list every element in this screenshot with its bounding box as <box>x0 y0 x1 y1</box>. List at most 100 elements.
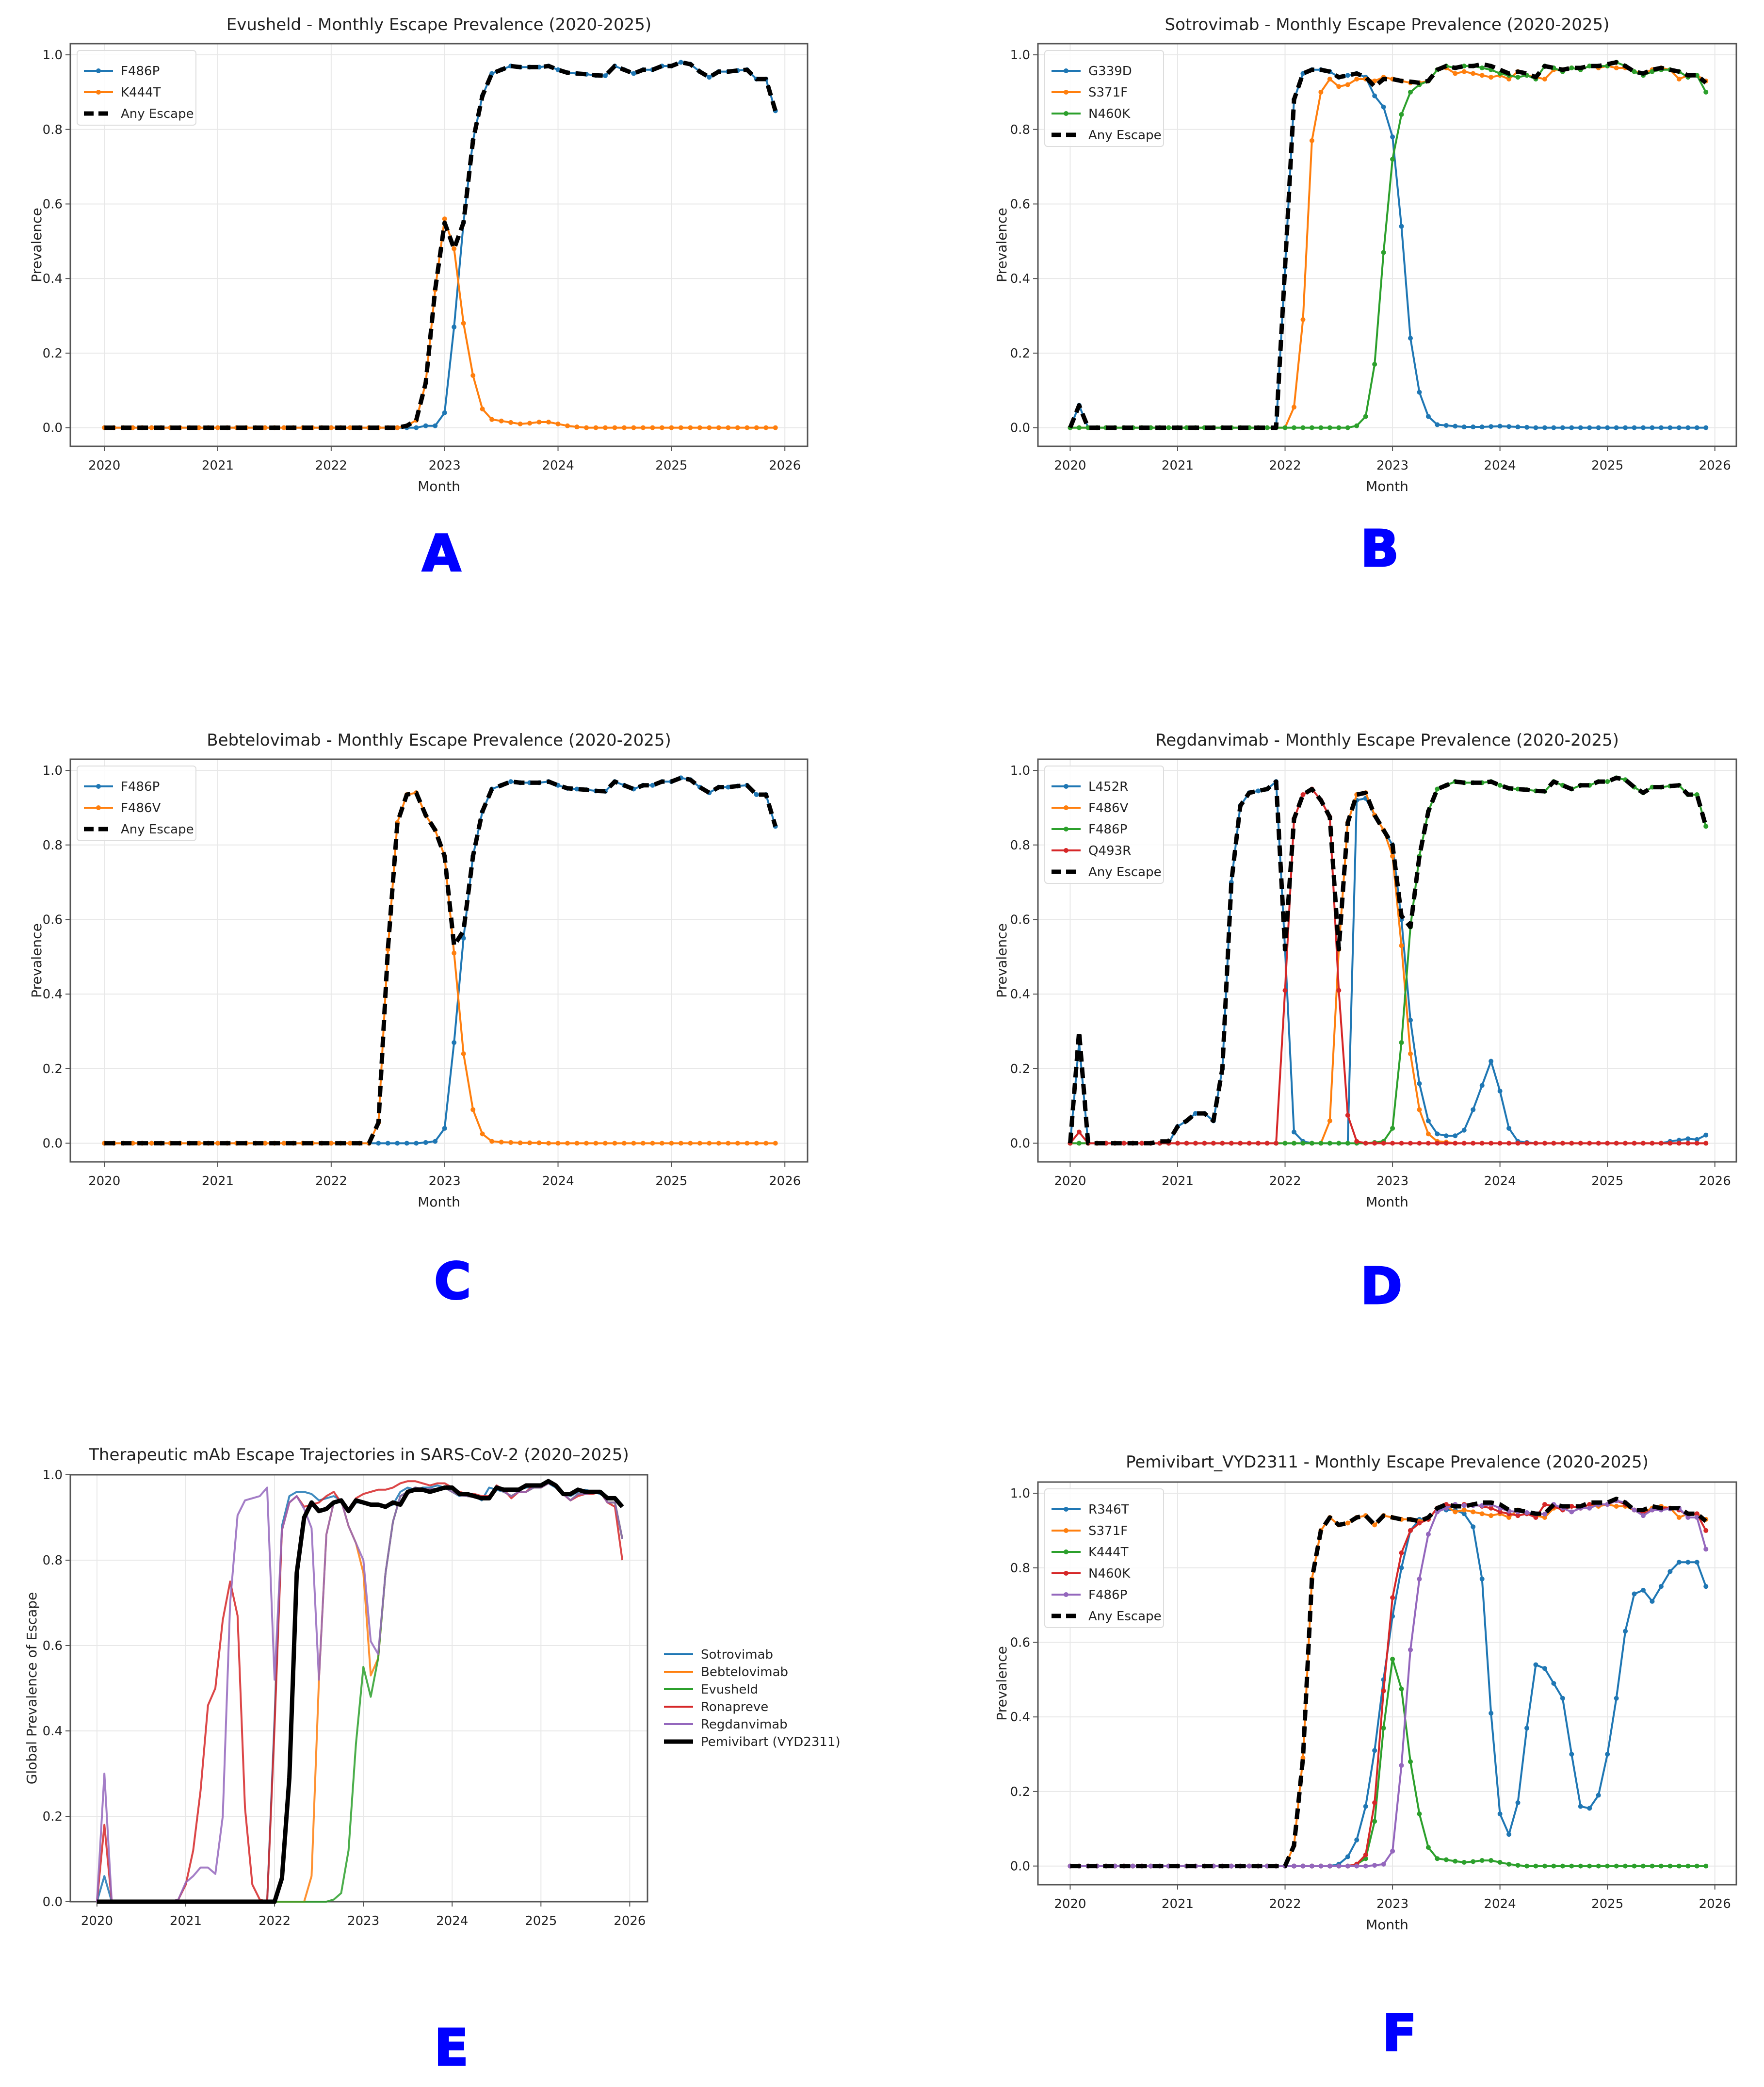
legend: G339D S371F N460K Any Escape <box>1044 50 1164 147</box>
legend-entry: F486P <box>1088 822 1127 837</box>
chart-title: Sotrovimab - Monthly Escape Prevalence (… <box>1165 15 1610 34</box>
y-tick-label: 1.0 <box>1010 764 1030 778</box>
x-tick-label: 2022 <box>1269 1174 1301 1189</box>
panel-label-d: D <box>1359 1256 1403 1317</box>
x-tick-label: 2024 <box>1484 1174 1516 1189</box>
x-tick-label: 2023 <box>429 458 461 473</box>
x-tick-label: 2023 <box>1376 1174 1408 1189</box>
x-tick-label: 2024 <box>542 1174 574 1189</box>
chart-c-svg: Bebtelovimab - Monthly Escape Prevalence… <box>29 731 809 1210</box>
y-tick-label: 1.0 <box>1010 48 1030 63</box>
y-tick-label: 0.4 <box>43 272 63 286</box>
series-line-any-escape <box>104 775 778 1146</box>
legend-entry: Pemivibart (VYD2311) <box>701 1735 841 1749</box>
y-tick-label: 0.6 <box>1010 197 1030 212</box>
chart-e-svg: Therapeutic mAb Escape Trajectories in S… <box>24 1445 841 1928</box>
x-tick-label: 2025 <box>525 1914 557 1928</box>
y-tick-label: 0.8 <box>43 838 63 853</box>
series-line-any-escape <box>1068 775 1708 1146</box>
legend-entry: Evusheld <box>701 1682 758 1697</box>
series-group <box>102 775 778 1146</box>
legend-entry: F486P <box>121 780 160 794</box>
series-line-any-escape <box>1068 60 1708 430</box>
series-line-any-escape <box>104 60 778 430</box>
x-axis-label: Month <box>418 478 460 494</box>
y-tick-label: 0.4 <box>43 1724 63 1739</box>
legend-entry: Ronapreve <box>701 1700 768 1714</box>
chart-d-svg: Regdanvimab - Monthly Escape Prevalence … <box>994 731 1737 1210</box>
x-tick-label: 2024 <box>542 458 574 473</box>
y-tick-label: 0.0 <box>43 1895 63 1909</box>
x-tick-label: 2025 <box>1591 1174 1623 1189</box>
legend-entry: Q493R <box>1088 844 1131 858</box>
legend-entry: N460K <box>1088 1566 1131 1581</box>
x-tick-label: 2025 <box>655 458 687 473</box>
x-tick-label: 2026 <box>1699 1174 1731 1189</box>
series-line-bebtelovimab <box>97 1482 624 1903</box>
x-tick-label: 2020 <box>1054 1897 1086 1911</box>
plot-frame <box>69 43 809 447</box>
y-tick-label: 0.0 <box>43 1137 63 1151</box>
x-tick-label: 2020 <box>88 458 120 473</box>
y-tick-label: 0.2 <box>43 346 63 361</box>
series-line-any-escape <box>1070 1497 1708 1869</box>
y-tick-label: 0.6 <box>43 197 63 212</box>
y-tick-label: 0.6 <box>43 913 63 927</box>
chart-b-svg: Sotrovimab - Monthly Escape Prevalence (… <box>994 15 1737 494</box>
legend-entry: Any Escape <box>121 822 194 837</box>
y-tick-label: 0.6 <box>1010 1635 1030 1650</box>
series-line-n460k <box>1070 1500 1707 1867</box>
legend-entry: K444T <box>1088 1545 1129 1560</box>
x-tick-label: 2025 <box>655 1174 687 1189</box>
series-group <box>1068 775 1709 1146</box>
series-line-n460k <box>1070 61 1707 429</box>
y-axis-label: Prevalence <box>994 208 1010 282</box>
chart-panel-a: Evusheld - Monthly Escape Prevalence (20… <box>0 0 825 509</box>
chart-title: Pemivibart_VYD2311 - Monthly Escape Prev… <box>1126 1452 1649 1472</box>
series-line-regdanvimab <box>96 1482 624 1903</box>
legend: F486P K444T Any Escape <box>77 50 196 126</box>
series-group <box>1068 1497 1709 1869</box>
series-group <box>96 1479 624 1904</box>
y-tick-label: 0.4 <box>1010 987 1030 1002</box>
x-tick-label: 2022 <box>315 1174 347 1189</box>
y-tick-label: 0.2 <box>1010 1785 1030 1799</box>
y-tick-label: 0.2 <box>43 1810 63 1824</box>
x-tick-label: 2026 <box>769 458 801 473</box>
x-tick-label: 2025 <box>1591 458 1623 473</box>
panel-label-c: C <box>433 1251 471 1312</box>
x-tick-label: 2026 <box>1699 1897 1731 1911</box>
x-tick-label: 2020 <box>1054 1174 1086 1189</box>
x-tick-label: 2020 <box>88 1174 120 1189</box>
y-tick-label: 0.4 <box>1010 1710 1030 1725</box>
x-tick-label: 2023 <box>1376 458 1408 473</box>
legend-entry: Any Escape <box>1088 1609 1162 1624</box>
chart-a-svg: Evusheld - Monthly Escape Prevalence (20… <box>29 15 809 494</box>
x-tick-label: 2021 <box>1162 1897 1194 1911</box>
chart-panel-e: Therapeutic mAb Escape Trajectories in S… <box>0 1426 873 1940</box>
x-tick-label: 2024 <box>436 1914 468 1928</box>
series-line-evusheld <box>97 1482 624 1903</box>
chart-title: Regdanvimab - Monthly Escape Prevalence … <box>1155 731 1619 750</box>
x-tick-label: 2023 <box>1376 1897 1408 1911</box>
series-line-ronapreve <box>96 1480 624 1903</box>
legend-entry: L452R <box>1088 780 1128 794</box>
chart-panel-d: Regdanvimab - Monthly Escape Prevalence … <box>922 718 1756 1227</box>
y-tick-label: 0.4 <box>43 987 63 1002</box>
y-tick-label: 1.0 <box>43 764 63 778</box>
legend-entry: S371F <box>1088 85 1128 100</box>
legend-entry: F486V <box>1088 801 1129 815</box>
series-line-f486p <box>104 777 777 1144</box>
y-tick-label: 1.0 <box>43 1468 63 1483</box>
y-tick-label: 0.0 <box>43 421 63 436</box>
chart-title: Evusheld - Monthly Escape Prevalence (20… <box>227 15 651 34</box>
series-line-sotrovimab <box>96 1482 623 1903</box>
x-tick-label: 2020 <box>81 1914 113 1928</box>
y-tick-label: 0.0 <box>1010 1859 1030 1874</box>
chart-title: Bebtelovimab - Monthly Escape Prevalence… <box>207 731 671 750</box>
y-tick-label: 0.2 <box>1010 346 1030 361</box>
plot-frame <box>69 758 809 1163</box>
legend-entry: Regdanvimab <box>701 1717 788 1732</box>
panel-label-b: B <box>1359 519 1399 579</box>
legend-entry: F486P <box>1088 1588 1127 1602</box>
